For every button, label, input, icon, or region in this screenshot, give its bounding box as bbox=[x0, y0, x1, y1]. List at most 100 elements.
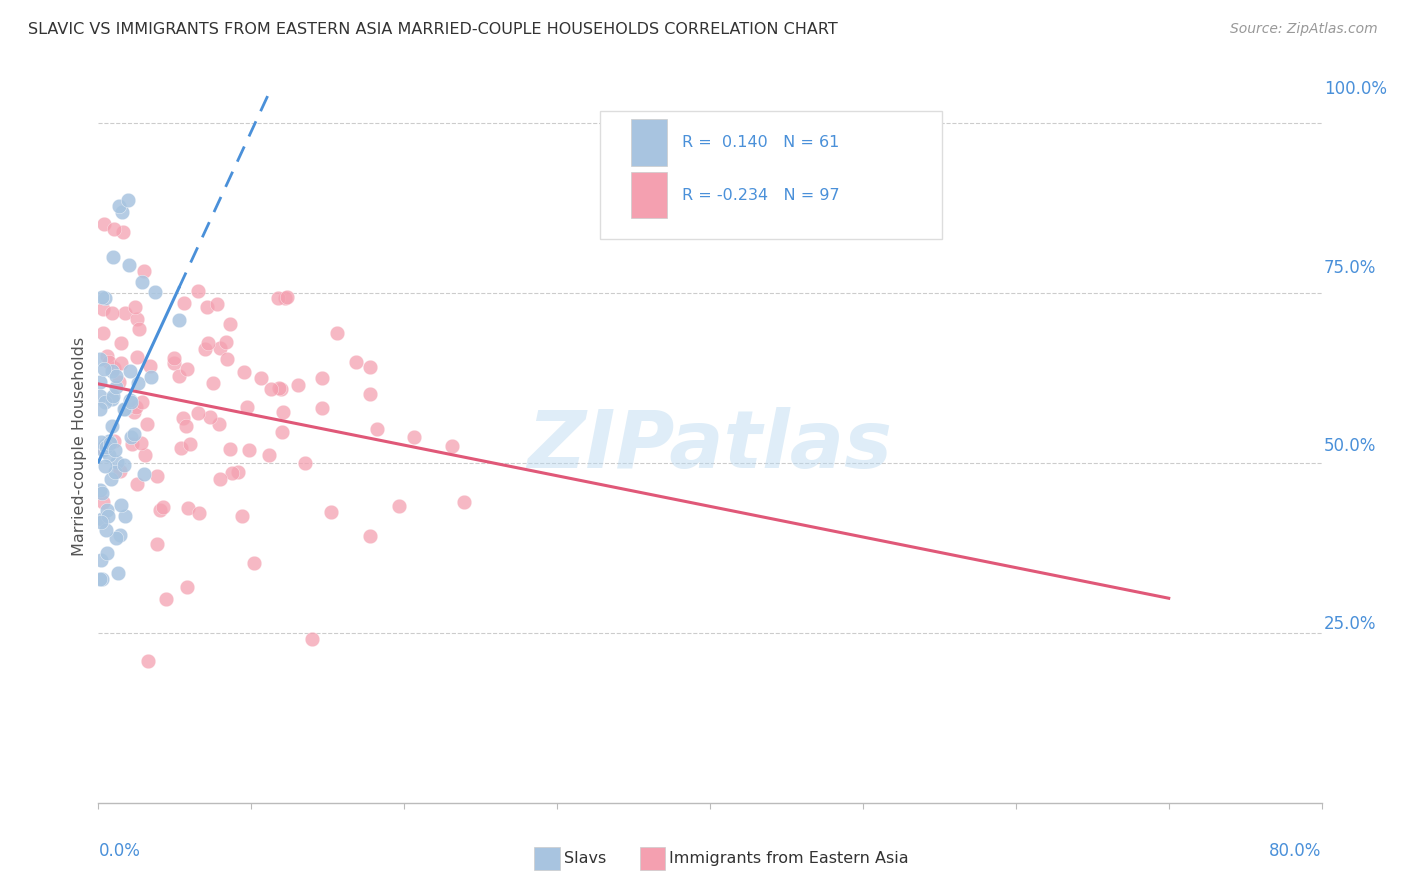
Point bbox=[104, 443, 127, 458]
Point bbox=[103, 434, 125, 448]
Point bbox=[108, 375, 131, 389]
Point bbox=[271, 405, 294, 419]
FancyBboxPatch shape bbox=[630, 172, 668, 219]
Point bbox=[177, 500, 200, 515]
Text: Immigrants from Eastern Asia: Immigrants from Eastern Asia bbox=[669, 851, 908, 866]
Point bbox=[201, 376, 224, 391]
FancyBboxPatch shape bbox=[630, 120, 668, 166]
FancyBboxPatch shape bbox=[600, 111, 942, 239]
Point bbox=[121, 437, 143, 451]
Point bbox=[114, 509, 136, 524]
Point bbox=[89, 389, 111, 403]
Point bbox=[174, 419, 197, 434]
Point bbox=[90, 553, 112, 567]
Point bbox=[152, 500, 174, 514]
Point bbox=[91, 442, 114, 456]
Point bbox=[163, 356, 186, 370]
Point bbox=[187, 284, 209, 298]
Point bbox=[108, 527, 131, 541]
Point bbox=[101, 389, 124, 403]
Text: ZIPatlas: ZIPatlas bbox=[527, 407, 893, 485]
Text: 80.0%: 80.0% bbox=[1270, 842, 1322, 860]
Point bbox=[110, 498, 132, 512]
Point bbox=[110, 356, 132, 370]
Point bbox=[176, 362, 198, 376]
Point bbox=[89, 483, 111, 497]
Point bbox=[124, 405, 146, 419]
Point bbox=[91, 442, 114, 457]
Point bbox=[108, 199, 131, 213]
Point bbox=[125, 311, 148, 326]
Point bbox=[260, 383, 283, 397]
Point bbox=[172, 411, 194, 425]
Point bbox=[271, 425, 294, 439]
Point bbox=[98, 448, 121, 462]
Point bbox=[404, 430, 426, 444]
Point bbox=[91, 326, 114, 341]
Point bbox=[453, 495, 475, 509]
Point bbox=[132, 264, 155, 278]
Point bbox=[242, 556, 264, 570]
Point bbox=[93, 362, 115, 376]
Point bbox=[122, 427, 145, 442]
Point bbox=[91, 301, 114, 316]
Text: SLAVIC VS IMMIGRANTS FROM EASTERN ASIA MARRIED-COUPLE HOUSEHOLDS CORRELATION CHA: SLAVIC VS IMMIGRANTS FROM EASTERN ASIA M… bbox=[28, 22, 838, 37]
Point bbox=[96, 524, 118, 538]
Point bbox=[100, 392, 122, 406]
Point bbox=[359, 387, 381, 401]
Point bbox=[209, 341, 232, 355]
Point bbox=[141, 370, 163, 384]
Point bbox=[100, 418, 122, 433]
Point bbox=[127, 476, 149, 491]
Point bbox=[359, 528, 381, 542]
Point bbox=[91, 486, 114, 500]
Point bbox=[217, 352, 239, 367]
Point bbox=[120, 395, 142, 409]
Point bbox=[208, 417, 231, 431]
Point bbox=[249, 371, 271, 385]
Point bbox=[131, 275, 153, 289]
Point bbox=[118, 364, 141, 378]
Point bbox=[311, 371, 333, 385]
Point bbox=[136, 417, 159, 431]
Y-axis label: Married-couple Households: Married-couple Households bbox=[72, 336, 87, 556]
Point bbox=[96, 546, 118, 560]
Point bbox=[257, 448, 280, 462]
Point bbox=[98, 355, 121, 369]
Point bbox=[267, 291, 290, 305]
Text: R = -0.234   N = 97: R = -0.234 N = 97 bbox=[682, 187, 839, 202]
Point bbox=[96, 350, 118, 364]
Point bbox=[219, 317, 242, 331]
Point bbox=[89, 402, 111, 417]
Text: Source: ZipAtlas.com: Source: ZipAtlas.com bbox=[1230, 22, 1378, 37]
Point bbox=[195, 300, 218, 314]
Point bbox=[101, 306, 124, 320]
Point bbox=[344, 355, 367, 369]
Point bbox=[94, 395, 117, 409]
Point bbox=[187, 406, 209, 420]
Text: Slavs: Slavs bbox=[564, 851, 606, 866]
Point bbox=[205, 296, 228, 310]
Point bbox=[98, 436, 121, 450]
Point bbox=[238, 442, 260, 457]
Point bbox=[100, 472, 122, 486]
Point bbox=[294, 456, 316, 470]
Point bbox=[117, 193, 139, 207]
Text: 75.0%: 75.0% bbox=[1324, 259, 1376, 277]
Point bbox=[90, 516, 112, 530]
Point bbox=[91, 495, 114, 509]
Point bbox=[218, 442, 240, 456]
Point bbox=[149, 503, 172, 517]
Point bbox=[145, 537, 167, 551]
Point bbox=[270, 382, 292, 396]
Point bbox=[274, 292, 297, 306]
Point bbox=[221, 466, 243, 480]
Point bbox=[232, 365, 254, 379]
Point bbox=[125, 351, 148, 365]
Point bbox=[94, 459, 117, 474]
Point bbox=[276, 290, 298, 304]
Point bbox=[89, 572, 111, 586]
Point bbox=[198, 409, 221, 424]
Point bbox=[188, 506, 211, 520]
Point bbox=[107, 566, 129, 581]
